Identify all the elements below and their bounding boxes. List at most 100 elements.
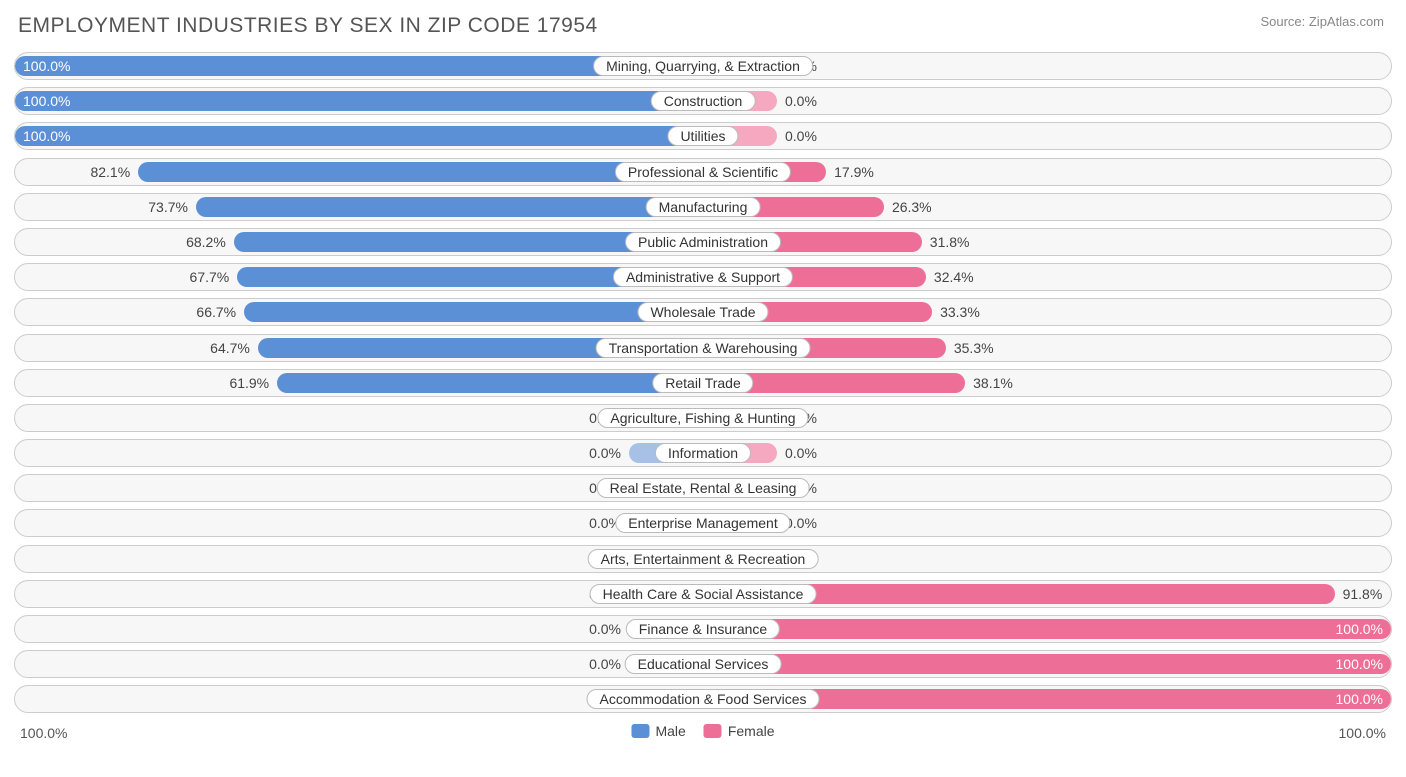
female-half: 32.4% [703,264,1391,290]
male-value-label: 61.9% [229,370,269,396]
category-label: Mining, Quarrying, & Extraction [593,56,813,76]
male-value-label: 100.0% [23,123,70,149]
bar-row: 0.0%0.0%Enterprise Management [14,509,1392,537]
female-bar [703,654,1391,674]
category-label: Finance & Insurance [626,619,780,639]
axis-label-right: 100.0% [1339,725,1386,741]
female-half: 0.0% [703,440,1391,466]
female-half: 38.1% [703,370,1391,396]
legend-label-male: Male [655,723,685,739]
female-half: 33.3% [703,299,1391,325]
male-value-label: 0.0% [589,616,621,642]
male-bar [244,302,703,322]
male-value-label: 0.0% [589,440,621,466]
category-label: Accommodation & Food Services [587,689,820,709]
category-label: Arts, Entertainment & Recreation [588,549,819,569]
male-value-label: 67.7% [190,264,230,290]
male-swatch-icon [631,724,649,738]
female-value-label: 100.0% [1336,616,1383,642]
category-label: Wholesale Trade [637,302,768,322]
female-value-label: 31.8% [930,229,970,255]
male-value-label: 100.0% [23,88,70,114]
male-half: 82.1% [15,159,703,185]
category-label: Construction [651,91,756,111]
chart-footer: 100.0% Male Female 100.0% [14,721,1392,751]
male-half: 100.0% [15,123,703,149]
legend-label-female: Female [728,723,775,739]
male-value-label: 68.2% [186,229,226,255]
female-half: 0.0% [703,123,1391,149]
diverging-bar-chart: 100.0% 0.0% Mining, Quarrying, & Extractio… [14,52,1392,713]
category-label: Educational Services [625,654,782,674]
bar-row: 0.0%0.0%Arts, Entertainment & Recreation [14,545,1392,573]
legend: Male Female [631,723,774,739]
bar-row: 0.0%0.0%Real Estate, Rental & Leasing [14,474,1392,502]
female-value-label: 38.1% [973,370,1013,396]
category-label: Professional & Scientific [615,162,791,182]
male-bar [277,373,703,393]
bar-row: 0.0% 0.0% Information [14,439,1392,467]
female-half: 100.0% [703,616,1391,642]
category-label: Agriculture, Fishing & Hunting [597,408,808,428]
bar-row: 67.7% 32.4% Administrative & Support [14,263,1392,291]
bar-row: 73.7%26.3%Manufacturing [14,193,1392,221]
category-label: Real Estate, Rental & Leasing [597,478,810,498]
legend-item-male: Male [631,723,685,739]
female-half: 0.0% [703,510,1391,536]
male-half: 73.7% [15,194,703,220]
female-value-label: 0.0% [785,440,817,466]
legend-item-female: Female [704,723,775,739]
male-half: 66.7% [15,299,703,325]
category-label: Public Administration [625,232,781,252]
male-half: 0.0% [15,440,703,466]
bar-row: 8.2%91.8%Health Care & Social Assistance [14,580,1392,608]
category-label: Transportation & Warehousing [596,338,811,358]
female-half: 0.0% [703,88,1391,114]
female-half: 100.0% [703,651,1391,677]
female-bar [703,619,1391,639]
source-attribution: Source: ZipAtlas.com [1260,14,1384,29]
female-half: 26.3% [703,194,1391,220]
male-value-label: 100.0% [23,53,70,79]
male-value-label: 73.7% [148,194,188,220]
chart-title: EMPLOYMENT INDUSTRIES BY SEX IN ZIP CODE… [18,14,1392,38]
category-label: Utilities [667,126,738,146]
male-value-label: 64.7% [210,335,250,361]
bar-row: 0.0% 100.0%Educational Services [14,650,1392,678]
category-label: Health Care & Social Assistance [590,584,817,604]
female-value-label: 0.0% [785,88,817,114]
chart-container: EMPLOYMENT INDUSTRIES BY SEX IN ZIP CODE… [0,0,1406,777]
male-half: 0.0% [15,510,703,536]
male-value-label: 66.7% [196,299,236,325]
female-half: 17.9% [703,159,1391,185]
bar-row: 64.7% 35.3% Transportation & Warehousing [14,334,1392,362]
female-value-label: 26.3% [892,194,932,220]
male-bar [196,197,703,217]
bar-row: 0.0%0.0%Agriculture, Fishing & Hunting [14,404,1392,432]
female-value-label: 35.3% [954,335,994,361]
female-half: 31.8% [703,229,1391,255]
male-half: 67.7% [15,264,703,290]
female-value-label: 91.8% [1343,581,1383,607]
category-label: Retail Trade [652,373,753,393]
female-value-label: 33.3% [940,299,980,325]
female-value-label: 0.0% [785,123,817,149]
female-value-label: 100.0% [1336,686,1383,712]
female-value-label: 17.9% [834,159,874,185]
female-value-label: 32.4% [934,264,974,290]
category-label: Administrative & Support [613,267,793,287]
category-label: Information [655,443,751,463]
male-value-label: 0.0% [589,651,621,677]
category-label: Enterprise Management [615,513,790,533]
bar-row: 68.2% 31.8% Public Administration [14,228,1392,256]
male-half: 0.0% [15,651,703,677]
male-half: 100.0% [15,88,703,114]
bar-row: 66.7% 33.3% Wholesale Trade [14,298,1392,326]
bar-row: 0.0% 100.0% Finance & Insurance [14,615,1392,643]
bar-row: 100.0% 0.0% Construction [14,87,1392,115]
male-value-label: 82.1% [90,159,130,185]
bar-row: 82.1% 17.9% Professional & Scientific [14,158,1392,186]
bar-row: 61.9% 38.1% Retail Trade [14,369,1392,397]
male-bar [15,126,703,146]
male-half: 61.9% [15,370,703,396]
